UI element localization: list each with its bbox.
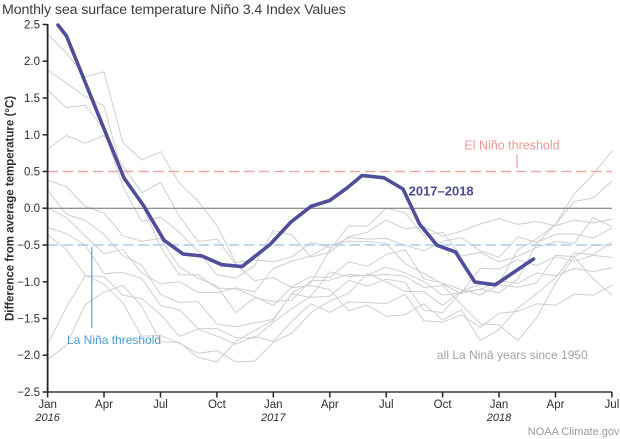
svg-text:2017: 2017 [260,412,286,424]
svg-text:2016: 2016 [34,412,60,424]
svg-text:1.5: 1.5 [24,93,40,105]
svg-text:0.5: 0.5 [24,167,40,179]
svg-text:2017–2018: 2017–2018 [409,183,474,198]
svg-text:Apr: Apr [321,399,339,411]
svg-text:−2.5: −2.5 [17,387,40,399]
svg-text:Oct: Oct [434,399,453,411]
svg-text:Apr: Apr [547,399,565,411]
svg-text:Jan: Jan [38,399,57,411]
svg-text:Difference from average temper: Difference from average temperature (°C) [5,96,17,321]
svg-text:Jul: Jul [379,399,394,411]
svg-text:0.0: 0.0 [24,203,40,215]
svg-text:−1.0: −1.0 [17,277,40,289]
svg-text:2.5: 2.5 [24,20,40,32]
svg-text:−2.0: −2.0 [17,350,40,362]
svg-text:El Niño threshold: El Niño threshold [464,139,559,153]
svg-text:2018: 2018 [486,412,512,424]
svg-text:−1.5: −1.5 [17,314,40,326]
svg-text:Jul: Jul [153,399,168,411]
svg-text:2.0: 2.0 [24,56,40,68]
svg-text:1.0: 1.0 [24,130,40,142]
svg-text:La Niña threshold: La Niña threshold [67,333,161,347]
svg-text:−0.5: −0.5 [17,240,40,252]
svg-text:Jan: Jan [490,399,509,411]
svg-text:Jan: Jan [264,399,283,411]
svg-text:NOAA Climate.gov: NOAA Climate.gov [528,426,620,438]
svg-text:Jul: Jul [605,399,620,411]
svg-text:all La Ninā years since 1950: all La Ninā years since 1950 [437,348,588,362]
svg-text:Apr: Apr [95,399,113,411]
svg-text:Oct: Oct [208,399,227,411]
